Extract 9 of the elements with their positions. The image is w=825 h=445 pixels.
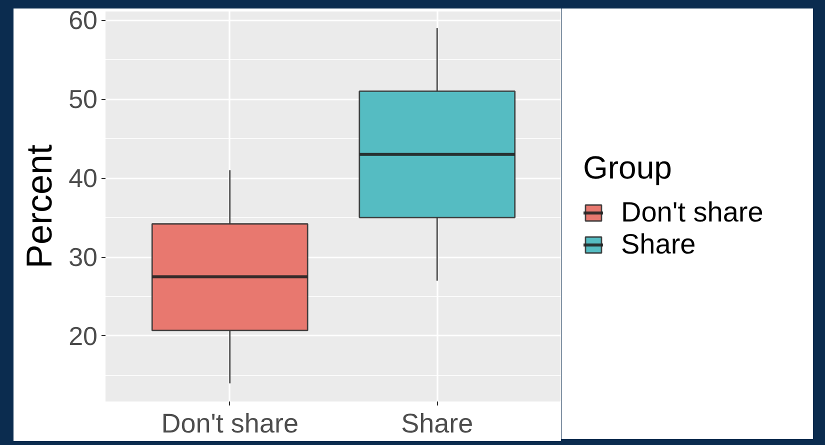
legend-label: Share (621, 228, 696, 260)
legend-label: Don't share (621, 196, 764, 228)
y-axis-title: Percent (18, 144, 60, 269)
y-tick-label: 20 (68, 320, 98, 351)
y-tick-label: 30 (68, 242, 98, 272)
y-tick-label: 40 (68, 163, 98, 194)
y-tick-label: 50 (68, 84, 98, 114)
legend-title: Group (583, 150, 673, 186)
y-tick-label: 60 (68, 5, 98, 36)
